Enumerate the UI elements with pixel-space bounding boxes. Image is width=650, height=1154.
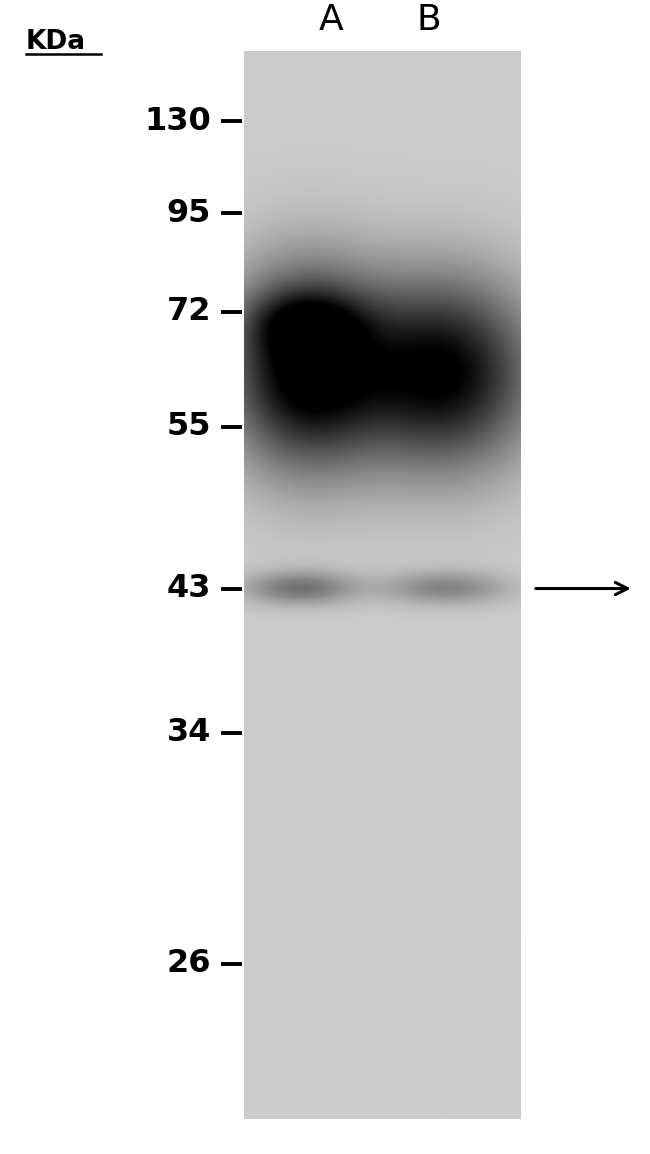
Text: 55: 55 [167,412,211,442]
Text: 95: 95 [167,198,211,228]
Text: 43: 43 [167,574,211,604]
Text: 130: 130 [144,106,211,136]
Text: 26: 26 [167,949,211,979]
Text: 34: 34 [167,718,211,748]
Text: B: B [417,3,441,37]
Text: 72: 72 [167,297,211,327]
Text: A: A [319,3,344,37]
Text: KDa: KDa [26,29,86,55]
